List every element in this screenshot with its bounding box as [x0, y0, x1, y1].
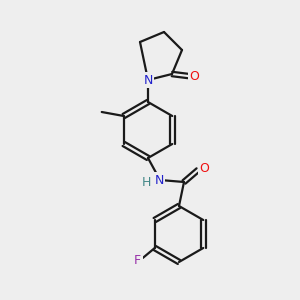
Text: H: H	[141, 176, 151, 188]
Text: O: O	[199, 163, 209, 176]
Text: O: O	[189, 70, 199, 83]
Text: N: N	[154, 173, 164, 187]
Text: F: F	[134, 254, 141, 266]
Text: N: N	[143, 74, 153, 86]
